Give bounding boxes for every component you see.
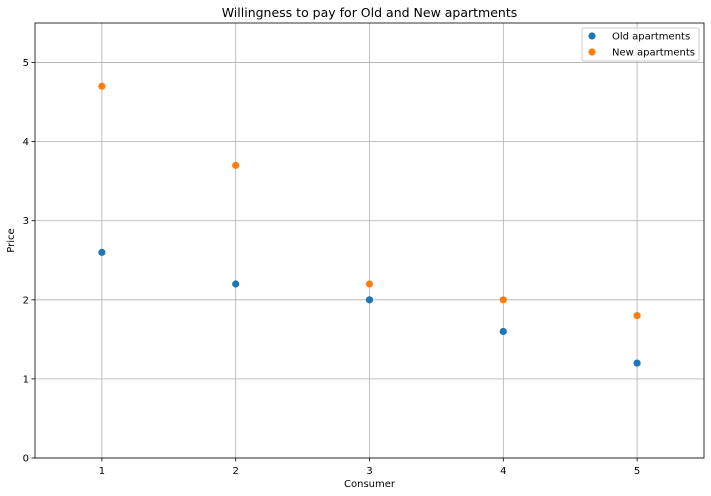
data-point-1-2	[365, 280, 374, 288]
data-point-0-1	[232, 280, 240, 288]
data-point-1-1	[232, 161, 240, 169]
data-point-0-3	[499, 327, 507, 336]
y-tick-label: 5	[23, 58, 29, 69]
x-tick-label: 3	[366, 466, 372, 477]
legend-marker-0	[588, 32, 596, 40]
legend-label-1: New apartments	[612, 48, 695, 59]
data-point-1-4	[633, 312, 641, 320]
y-tick-label: 3	[23, 216, 29, 227]
y-tick-label: 0	[23, 454, 29, 465]
data-point-0-0	[98, 248, 106, 256]
data-points	[98, 82, 641, 367]
legend: Old apartments New apartments	[581, 27, 700, 62]
y-tick-label: 1	[23, 374, 29, 385]
axis-ticks: 1 2 3 4 5 0 1 2 3 4 5	[23, 58, 641, 477]
x-tick-label: 5	[634, 466, 640, 477]
x-axis-label: Consumer	[344, 479, 396, 490]
legend-label-0: Old apartments	[612, 32, 690, 43]
data-point-1-3	[499, 296, 507, 304]
x-tick-label: 1	[99, 466, 105, 477]
data-point-0-4	[633, 359, 641, 367]
y-tick-label: 4	[23, 137, 29, 148]
grid-lines	[35, 23, 704, 459]
x-tick-label: 4	[500, 466, 506, 477]
data-point-0-2	[365, 296, 374, 304]
y-tick-label: 2	[23, 295, 29, 306]
y-axis-label: Price	[6, 228, 17, 252]
legend-marker-1	[588, 48, 596, 56]
x-tick-label: 2	[233, 466, 239, 477]
chart-title: Willingness to pay for Old and New apart…	[222, 5, 518, 20]
data-point-1-0	[98, 82, 106, 90]
legend-box	[581, 27, 700, 62]
